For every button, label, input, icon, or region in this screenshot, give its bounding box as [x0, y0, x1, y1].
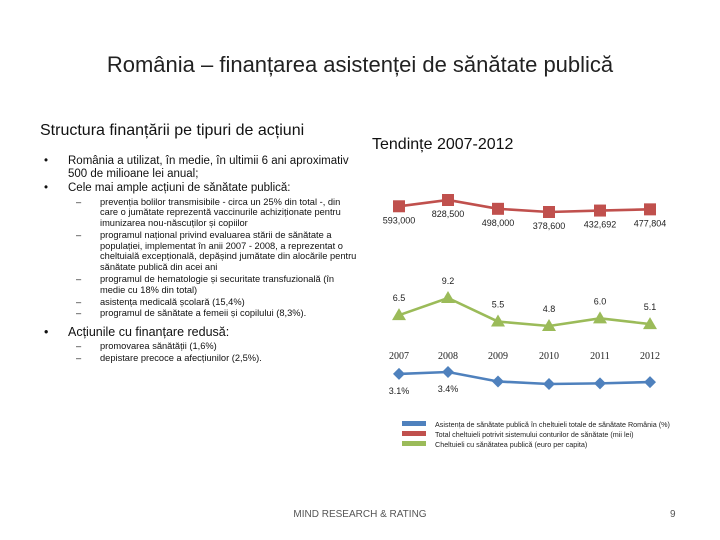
data-label: 3.1%	[389, 386, 410, 395]
data-point-diamond	[594, 377, 606, 390]
legend-swatch	[402, 421, 426, 426]
x-tick-label: 2011	[590, 351, 610, 362]
chart-title: Tendințe 2007-2012	[372, 136, 514, 153]
data-label: 4.8	[543, 304, 556, 314]
data-label: 477,804	[634, 218, 667, 228]
x-tick-label: 2012	[640, 351, 660, 362]
data-point-diamond	[442, 366, 454, 378]
series-line	[398, 296, 651, 328]
trend-chart: 6.5 9.2 5.5 4.8 6.0 5.1 593,000 828,500 498,000 3…	[383, 194, 667, 395]
data-point-triangle	[593, 311, 607, 324]
section-heading: Structura finanțării pe tipuri de acțiun…	[40, 122, 305, 139]
data-point-triangle	[542, 319, 556, 331]
data-point-square	[492, 202, 504, 215]
x-tick-label: 2009	[488, 351, 508, 362]
data-label: 6.5	[393, 293, 406, 303]
legend-item-per-capita: Cheltuieli cu sănătatea publică (euro pe…	[400, 440, 700, 449]
data-point-square	[442, 194, 454, 206]
data-point-square	[594, 204, 606, 217]
bullet-low-funding: Acțiunile cu finanțare redusă: promovare…	[40, 325, 358, 364]
data-label: 498,000	[482, 218, 515, 228]
low-funding-sublist: promovarea sănătății (1,6%) depistare pr…	[68, 341, 358, 364]
data-point-diamond	[492, 375, 504, 388]
sub-bullet: asistența medicală școlară (15,4%)	[68, 297, 358, 308]
series-line	[398, 198, 651, 214]
data-label: 378,600	[533, 221, 566, 231]
legend-swatch	[402, 441, 426, 446]
data-label: 3.4%	[438, 384, 459, 394]
bullet-list: România a utilizat, în medie, în ultimii…	[40, 155, 358, 364]
legend-label: Cheltuieli cu sănătatea publică (euro pe…	[435, 440, 588, 449]
data-point-diamond	[543, 378, 555, 390]
x-tick-label: 2007	[389, 351, 409, 362]
x-tick-label: 2010	[539, 351, 559, 362]
data-point-triangle	[392, 308, 406, 321]
data-label: 432,692	[584, 220, 617, 230]
left-column: Structura finanțării pe tipuri de acțiun…	[40, 120, 358, 366]
data-point-square	[644, 203, 656, 216]
legend-swatch	[402, 431, 426, 436]
data-point-square	[543, 206, 555, 218]
data-label: 9.2	[442, 276, 455, 286]
series-line	[398, 370, 651, 386]
page-number: 9	[670, 509, 676, 520]
data-label: 1.9%	[488, 393, 509, 395]
sub-bullet: programul de hematologie și securitate t…	[68, 274, 358, 296]
slide-title: România – finanțarea asistenței de sănăt…	[106, 52, 614, 77]
bullet-largest-actions: Cele mai ample acțiuni de sănătate publi…	[40, 182, 358, 319]
sub-bullet: programul național privind evaluarea stă…	[68, 230, 358, 273]
data-point-square	[393, 200, 405, 213]
data-label: 828,500	[432, 209, 465, 219]
sub-bullet: promovarea sănătății (1,6%)	[68, 341, 358, 352]
footer-text: MIND RESEARCH & RATING	[293, 509, 427, 520]
data-point-diamond	[644, 376, 656, 389]
data-point-triangle	[441, 291, 455, 303]
data-label: 5.1	[644, 302, 657, 312]
sub-bullet: programul de sănătate a femeii și copilu…	[68, 308, 358, 319]
data-label: 1.8%	[640, 394, 661, 395]
sub-bullet: prevenția bolilor transmisibile - circa …	[68, 197, 358, 229]
data-point-triangle	[643, 317, 657, 330]
legend-item-public-health-share: Asistența de sănătate publică în cheltui…	[400, 420, 700, 429]
data-label: 6.0	[594, 296, 607, 306]
legend-label: Total cheltuieli potrivit sistemului con…	[435, 430, 634, 439]
data-point-diamond	[393, 367, 405, 380]
sub-bullet: depistare precoce a afecțiunilor (2,5%).	[68, 353, 358, 364]
chart-legend: Asistența de sănătate publică în cheltui…	[400, 420, 700, 450]
x-tick-label: 2008	[438, 351, 458, 362]
legend-item-total-spending: Total cheltuieli potrivit sistemului con…	[400, 430, 700, 439]
bullet-low-funding-label: Acțiunile cu finanțare redusă:	[68, 325, 230, 340]
bullet-average-spending: România a utilizat, în medie, în ultimii…	[40, 155, 358, 180]
data-label: 5.5	[492, 300, 505, 310]
largest-actions-sublist: prevenția bolilor transmisibile - circa …	[68, 197, 358, 320]
bullet-largest-actions-label: Cele mai ample acțiuni de sănătate publi…	[68, 182, 291, 194]
data-point-triangle	[491, 314, 505, 327]
data-label: 593,000	[383, 215, 416, 225]
legend-label: Asistența de sănătate publică în cheltui…	[435, 420, 670, 429]
